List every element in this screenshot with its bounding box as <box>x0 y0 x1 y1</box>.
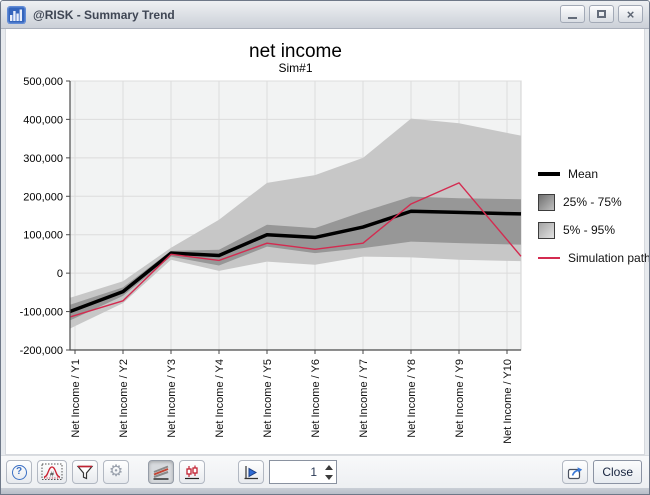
svg-text:300,000: 300,000 <box>23 153 63 165</box>
svg-text:Net Income / Y6: Net Income / Y6 <box>310 359 322 438</box>
svg-text:Net Income / Y4: Net Income / Y4 <box>214 359 226 438</box>
chart-content-area: 500,000 400,000 300,000 200,000 100,000 0 -100… <box>5 29 649 455</box>
export-icon <box>568 467 583 480</box>
svg-text:-200,000: -200,000 <box>20 345 63 357</box>
svg-text:Net Income / Y8: Net Income / Y8 <box>406 359 418 438</box>
distribution-markers-icon: # <box>41 463 63 480</box>
svg-text:Net Income / Y5: Net Income / Y5 <box>262 359 274 438</box>
legend-item-mean: Mean <box>538 165 649 183</box>
window-titlebar: @RISK - Summary Trend × <box>1 1 649 29</box>
legend-item-25-75: 25% - 75% <box>538 193 649 211</box>
svg-text:Sim#1: Sim#1 <box>278 61 312 75</box>
simulation-number-spinner: 1 <box>269 460 337 484</box>
play-chart-icon <box>244 465 258 479</box>
delimiters-button[interactable]: # <box>37 460 67 484</box>
minimize-icon <box>568 16 577 19</box>
band-5-95-swatch <box>538 221 555 239</box>
legend-item-simulation-path: Simulation path <box>538 249 649 267</box>
close-window-button[interactable]: × <box>618 5 643 23</box>
filter-funnel-icon <box>76 465 94 480</box>
summary-trend-chart-button[interactable] <box>148 460 174 484</box>
simulation-number-input[interactable]: 1 <box>310 465 317 479</box>
box-plot-button[interactable] <box>179 460 205 484</box>
window-controls: × <box>556 5 643 23</box>
spinner-up-icon[interactable] <box>325 464 333 470</box>
play-demo-button[interactable] <box>238 460 264 484</box>
close-icon: × <box>626 6 635 22</box>
close-button[interactable]: Close <box>593 460 642 484</box>
risk-app-icon <box>7 5 26 24</box>
trend-chart-icon <box>153 465 169 480</box>
chart-legend: Mean 25% - 75% 5% - 95% Simulation path <box>538 165 649 277</box>
svg-text:200,000: 200,000 <box>23 191 63 203</box>
help-button[interactable]: ? <box>6 460 32 484</box>
svg-text:0: 0 <box>57 268 63 280</box>
spinner-down-icon[interactable] <box>325 474 333 480</box>
maximize-button[interactable] <box>589 5 614 23</box>
svg-text:-100,000: -100,000 <box>20 307 63 319</box>
svg-text:Net Income / Y7: Net Income / Y7 <box>358 359 370 438</box>
svg-text:100,000: 100,000 <box>23 230 63 242</box>
band-25-75-swatch <box>538 193 555 211</box>
spinner-arrows <box>322 461 336 483</box>
settings-button[interactable]: ⚙ <box>103 460 129 484</box>
svg-text:Net Income / Y3: Net Income / Y3 <box>166 359 178 438</box>
simulation-path-swatch <box>538 257 560 259</box>
svg-text:Net Income / Y1: Net Income / Y1 <box>70 359 82 438</box>
gear-icon: ⚙ <box>108 463 124 480</box>
svg-text:#: # <box>50 472 54 479</box>
legend-item-5-95: 5% - 95% <box>538 221 649 239</box>
filter-button[interactable] <box>72 460 98 484</box>
box-plot-icon <box>185 465 199 479</box>
bottom-toolbar: ? # ⚙ <box>1 455 649 488</box>
maximize-icon <box>597 10 606 18</box>
mean-line-swatch <box>538 172 560 176</box>
minimize-button[interactable] <box>560 5 585 23</box>
help-icon: ? <box>11 464 27 480</box>
export-button[interactable] <box>562 460 589 484</box>
window-bottom-edge <box>1 488 649 494</box>
svg-text:500,000: 500,000 <box>23 76 63 88</box>
svg-text:400,000: 400,000 <box>23 114 63 126</box>
svg-text:Net Income / Y9: Net Income / Y9 <box>454 359 466 438</box>
window-title: @RISK - Summary Trend <box>33 7 175 22</box>
svg-text:Net Income / Y10: Net Income / Y10 <box>502 359 514 444</box>
trend-chart-svg: 500,000 400,000 300,000 200,000 100,000 0 -100… <box>20 41 522 444</box>
svg-text:net income: net income <box>249 41 342 62</box>
svg-text:Net Income / Y2: Net Income / Y2 <box>118 359 130 438</box>
toolbar-right-group: Close <box>562 460 644 484</box>
